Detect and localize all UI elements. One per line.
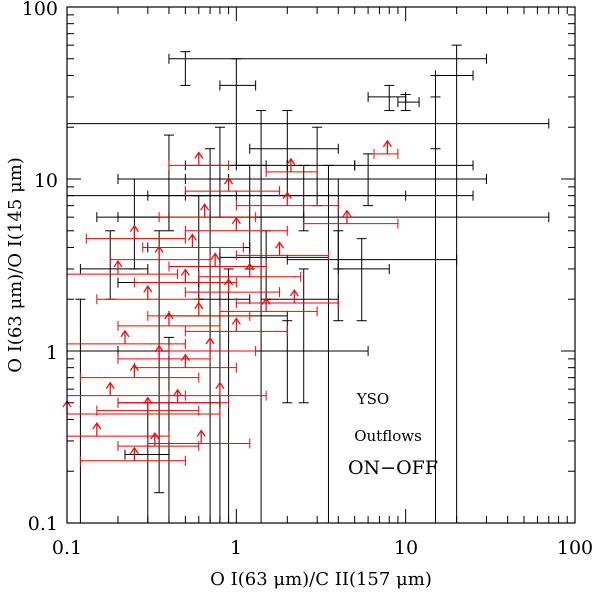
lower-limit-point [117, 388, 230, 408]
lower-limit-point [168, 252, 267, 272]
lower-limit-point [133, 268, 237, 288]
lower-limit-point [147, 301, 251, 321]
annotation-on-off: ON−OFF [348, 457, 438, 479]
axis-ticks [67, 7, 575, 523]
lower-limit-point [235, 288, 339, 309]
lower-limit-point [184, 317, 288, 337]
detection-point [67, 320, 369, 404]
lower-limit-point [67, 422, 170, 442]
lower-limit-point [96, 396, 200, 416]
detection-point [184, 153, 487, 207]
y-axis-label: O I(63 μm)/O I(145 μm) [5, 157, 26, 373]
lower-limit-point [147, 429, 251, 449]
plot-frame [66, 6, 576, 524]
detection-point [184, 148, 237, 523]
lower-limit-point [184, 216, 288, 236]
detection-point [124, 402, 170, 523]
lower-limit-point [303, 209, 399, 229]
detection-point [286, 126, 356, 207]
lower-limit-point [219, 297, 318, 317]
detection-point [397, 93, 420, 112]
lower-limit-point [85, 224, 186, 244]
detection-point [117, 336, 221, 523]
lower-limit-point [184, 177, 281, 197]
x-tick-label-0.1: 0.1 [52, 537, 82, 559]
lower-limit-point [373, 139, 399, 159]
detection-point [337, 238, 390, 322]
detection-point [198, 246, 251, 523]
x-tick-label-1: 1 [230, 537, 242, 559]
lower-limit-point [168, 381, 267, 401]
lower-limit-point [168, 336, 257, 356]
y-tick-label-10: 10 [34, 170, 58, 192]
lower-limit-point [142, 233, 244, 253]
lower-limit-point [62, 399, 221, 420]
detection-point [184, 126, 267, 218]
lower-limit-point [158, 203, 257, 223]
lower-limit-point [117, 432, 200, 452]
annotation-outflows: Outflows [354, 427, 422, 445]
detection-point [434, 44, 474, 523]
detection-point [219, 230, 329, 300]
detection-markers [67, 44, 550, 523]
lower-limit-point [184, 278, 281, 298]
detection-point [219, 58, 257, 166]
lower-limit-point [235, 191, 339, 211]
lower-limit-point [79, 446, 186, 466]
lower-limit-point [109, 245, 211, 265]
x-tick-label-100: 100 [557, 537, 593, 559]
lower-limit-point [265, 157, 318, 177]
detection-point [354, 74, 474, 523]
lower-limit-point [133, 353, 237, 373]
lower-limit-point [67, 260, 179, 280]
detection-point [96, 178, 170, 270]
detection-point [79, 230, 149, 300]
lower-limit-point [117, 344, 211, 364]
detection-point [67, 96, 550, 150]
detection-point [265, 268, 339, 404]
lower-limit-point [96, 285, 200, 305]
detection-point [235, 110, 288, 523]
y-tick-label-0.1: 0.1 [28, 513, 58, 535]
lower-limit-point [67, 381, 186, 401]
y-tick-label-100: 100 [22, 0, 58, 20]
lower-limit-point [235, 241, 329, 261]
x-axis-label: O I(63 μm)/C II(157 μm) [210, 569, 432, 590]
lower-limit-point [67, 329, 186, 349]
detection-point [367, 84, 407, 112]
detection-point [168, 51, 487, 86]
detection-point [286, 230, 458, 322]
lower-limit-point [168, 151, 230, 171]
y-tick-label-1: 1 [46, 342, 58, 364]
x-tick-label-10: 10 [394, 537, 418, 559]
lower-limit-markers [62, 139, 399, 466]
lower-limit-point [117, 311, 221, 331]
annotation-yso: YSO [356, 390, 389, 408]
lower-limit-point [198, 262, 302, 282]
